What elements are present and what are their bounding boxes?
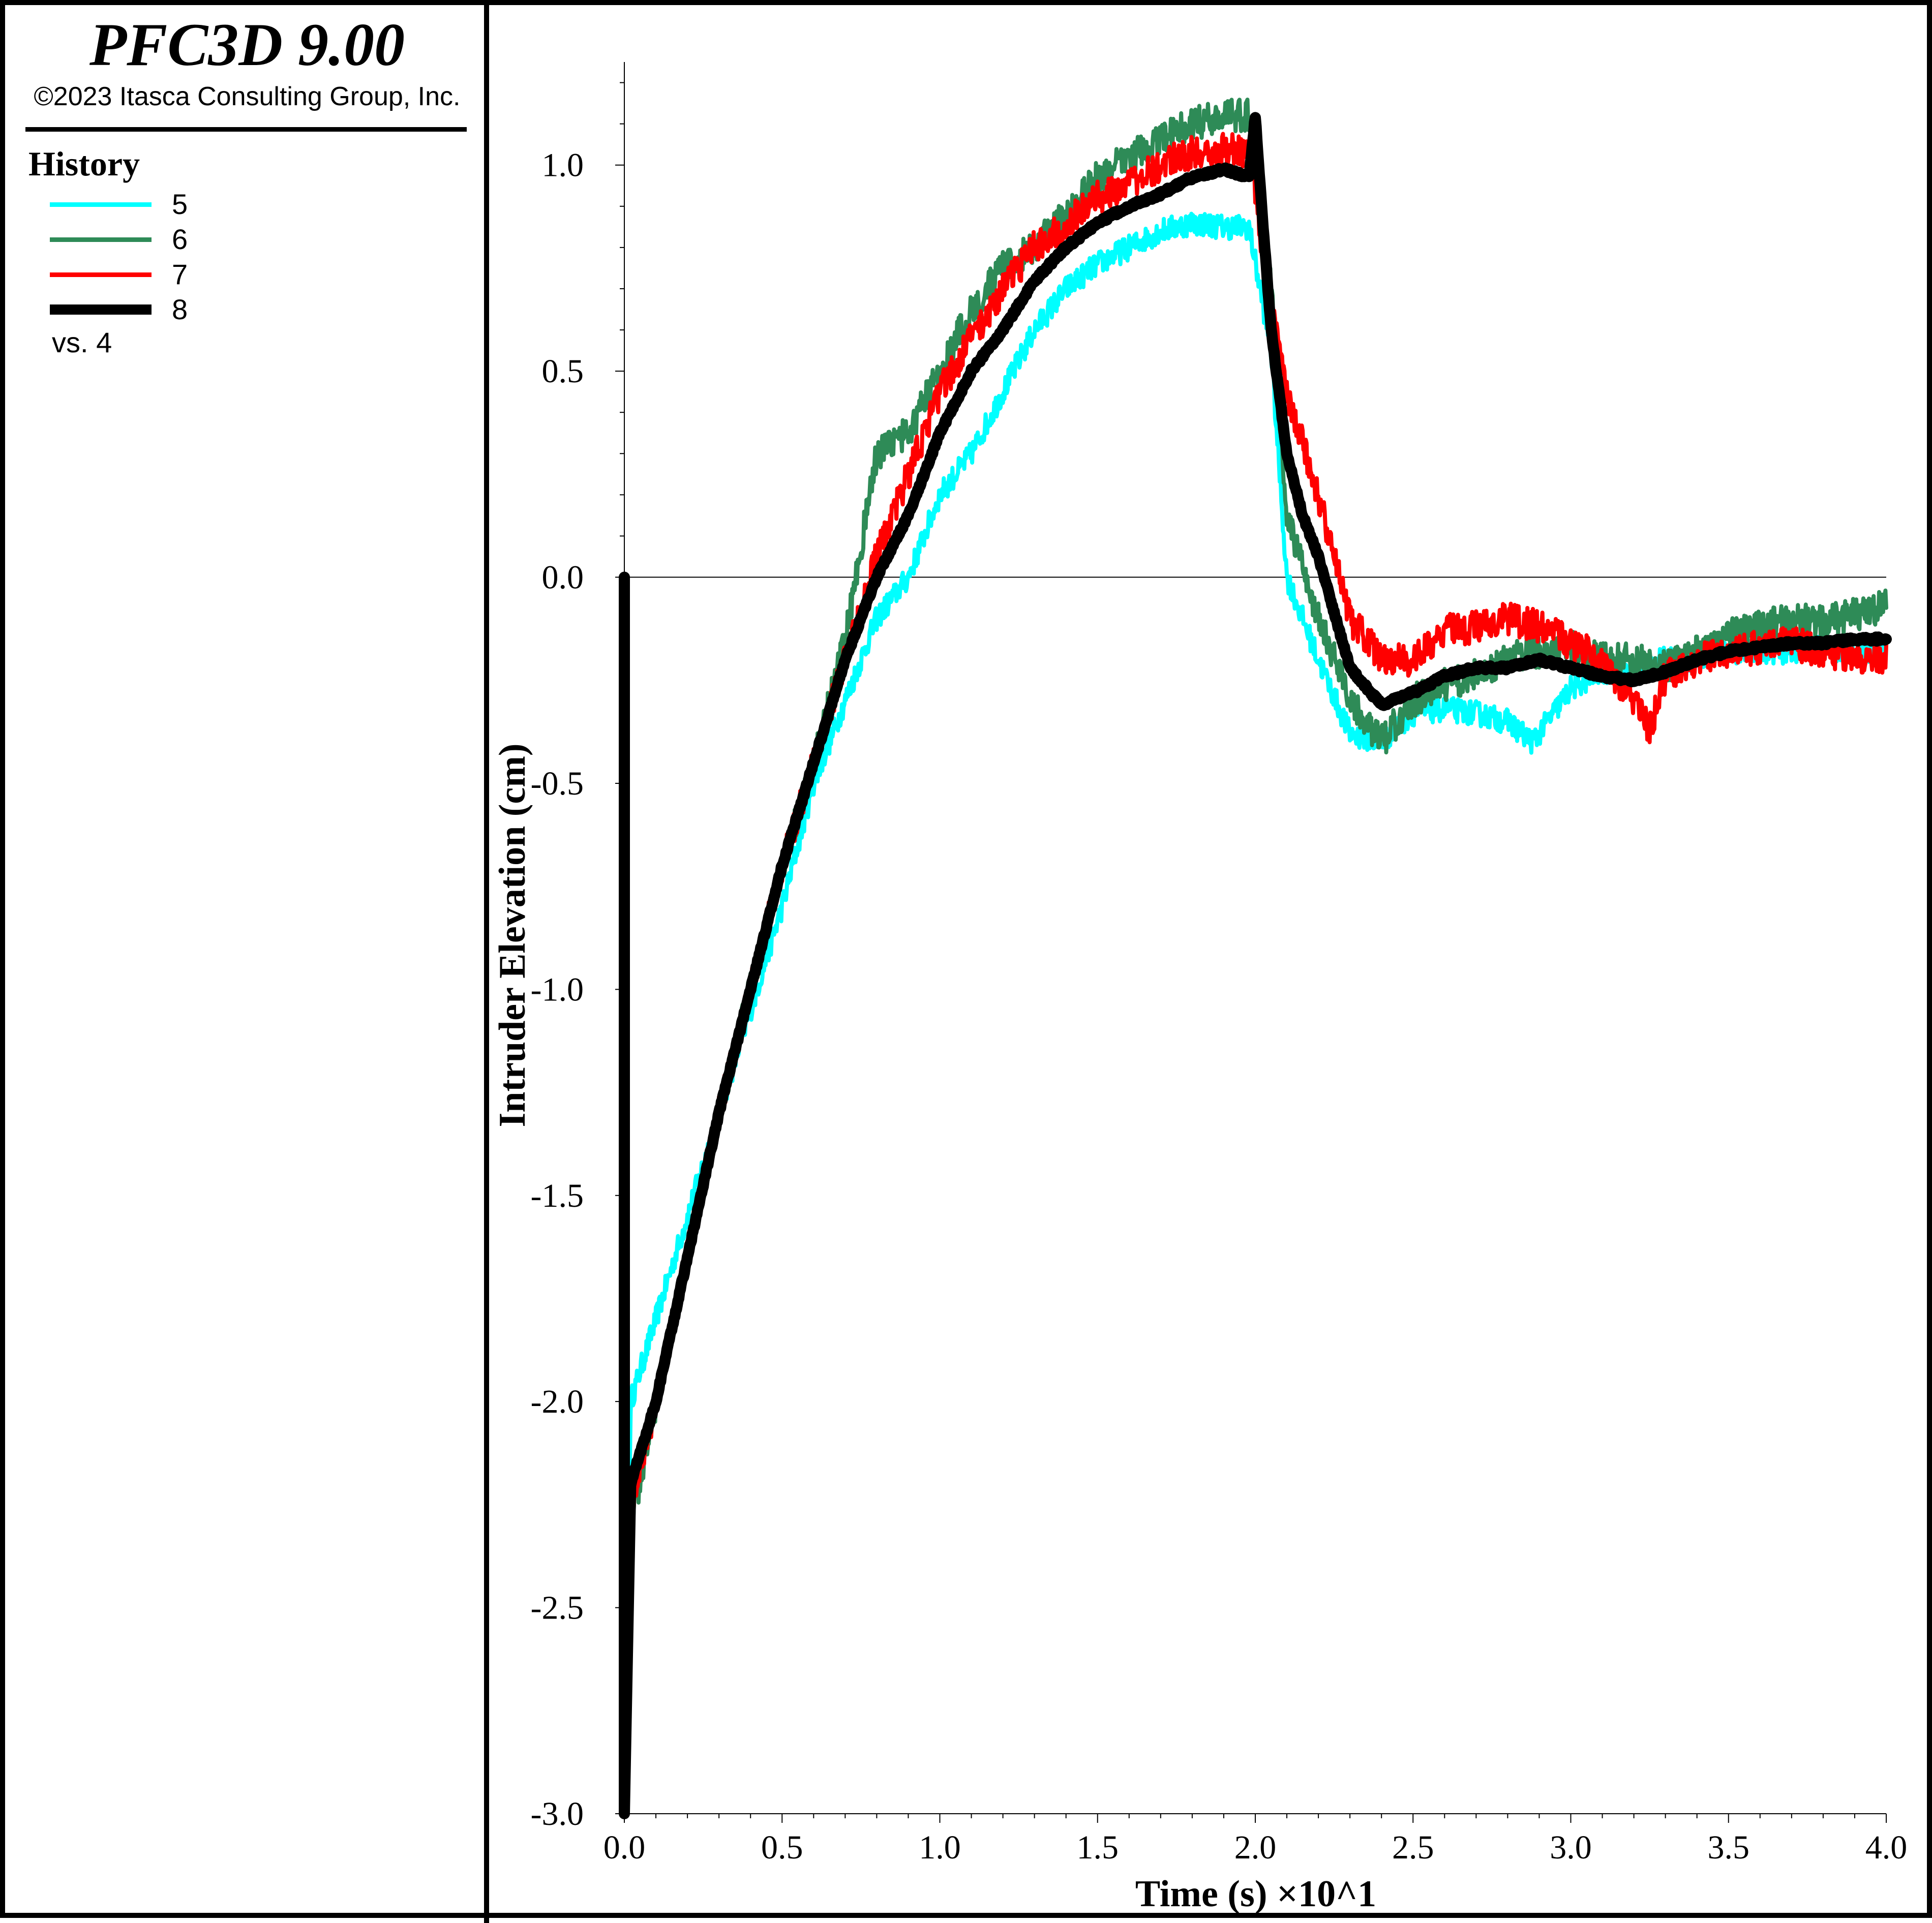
y-tick-label: -2.0 [531, 1383, 584, 1420]
legend-swatch-7 [50, 272, 152, 277]
axis-labels: Time (s) ×10^1 Intruder Elevation (cm) [492, 744, 1376, 1915]
legend-item-5: 5 [50, 189, 406, 220]
x-tick-label: 2.0 [1234, 1829, 1277, 1866]
legend-swatch-6 [50, 237, 152, 242]
y-tick-label: -1.0 [531, 971, 584, 1008]
series-line-8 [619, 112, 1892, 1819]
legend-heading: History [28, 144, 140, 183]
legend-vs-label: vs. 4 [52, 326, 112, 358]
legend-label-6: 6 [172, 223, 188, 255]
x-tick-label: 4.0 [1865, 1829, 1908, 1866]
x-tick-label: 3.0 [1550, 1829, 1592, 1866]
legend-swatch-8 [50, 304, 152, 315]
y-tick-label: 1.0 [542, 147, 584, 184]
y-tick-label: 0.5 [542, 353, 584, 390]
axes: -3.0 -2.5 -2.0 -1.5 -1.0 -0.5 0.0 0.5 1.0 0.0 0.5 1… [531, 62, 1908, 1866]
x-tick-label: 3.5 [1708, 1829, 1750, 1866]
series-line-6 [622, 98, 1888, 1816]
x-tick-label: 1.5 [1077, 1829, 1119, 1866]
legend-item-8: 8 [50, 294, 406, 325]
legend-label-8: 8 [172, 293, 188, 325]
series-line-5 [622, 211, 1888, 1816]
y-tick-label: -0.5 [531, 765, 584, 802]
history-plot: -3.0 -2.5 -2.0 -1.5 -1.0 -0.5 0.0 0.5 1.0 0.0 0.5 1… [492, 62, 1908, 1915]
x-tick-label: 1.0 [919, 1829, 961, 1866]
x-axis-title: Time (s) ×10^1 [1135, 1873, 1376, 1915]
app-title: PFC3D 9.00 [89, 11, 405, 78]
x-tick-label: 2.5 [1392, 1829, 1434, 1866]
legend-label-5: 5 [172, 188, 188, 220]
legend-item-6: 6 [50, 224, 406, 255]
legend-swatch-5 [50, 202, 152, 207]
legend-panel: PFC3D 9.00 ©2023 Itasca Consulting Group… [5, 5, 489, 1923]
x-tick-label: 0.5 [761, 1829, 803, 1866]
y-tick-label: -3.0 [531, 1795, 584, 1833]
copyright-text: ©2023 Itasca Consulting Group, Inc. [34, 82, 461, 111]
x-tick-label: 0.0 [603, 1829, 646, 1866]
y-tick-label: 0.0 [542, 559, 584, 596]
y-tick-label: -1.5 [531, 1177, 584, 1214]
y-axis-title: Intruder Elevation (cm) [492, 744, 533, 1127]
title-divider [25, 127, 467, 132]
legend-label-7: 7 [172, 258, 188, 290]
legend-item-7: 7 [50, 259, 406, 290]
series-line-7 [622, 132, 1888, 1816]
y-tick-label: -2.5 [531, 1590, 584, 1627]
series-lines [619, 98, 1892, 1819]
